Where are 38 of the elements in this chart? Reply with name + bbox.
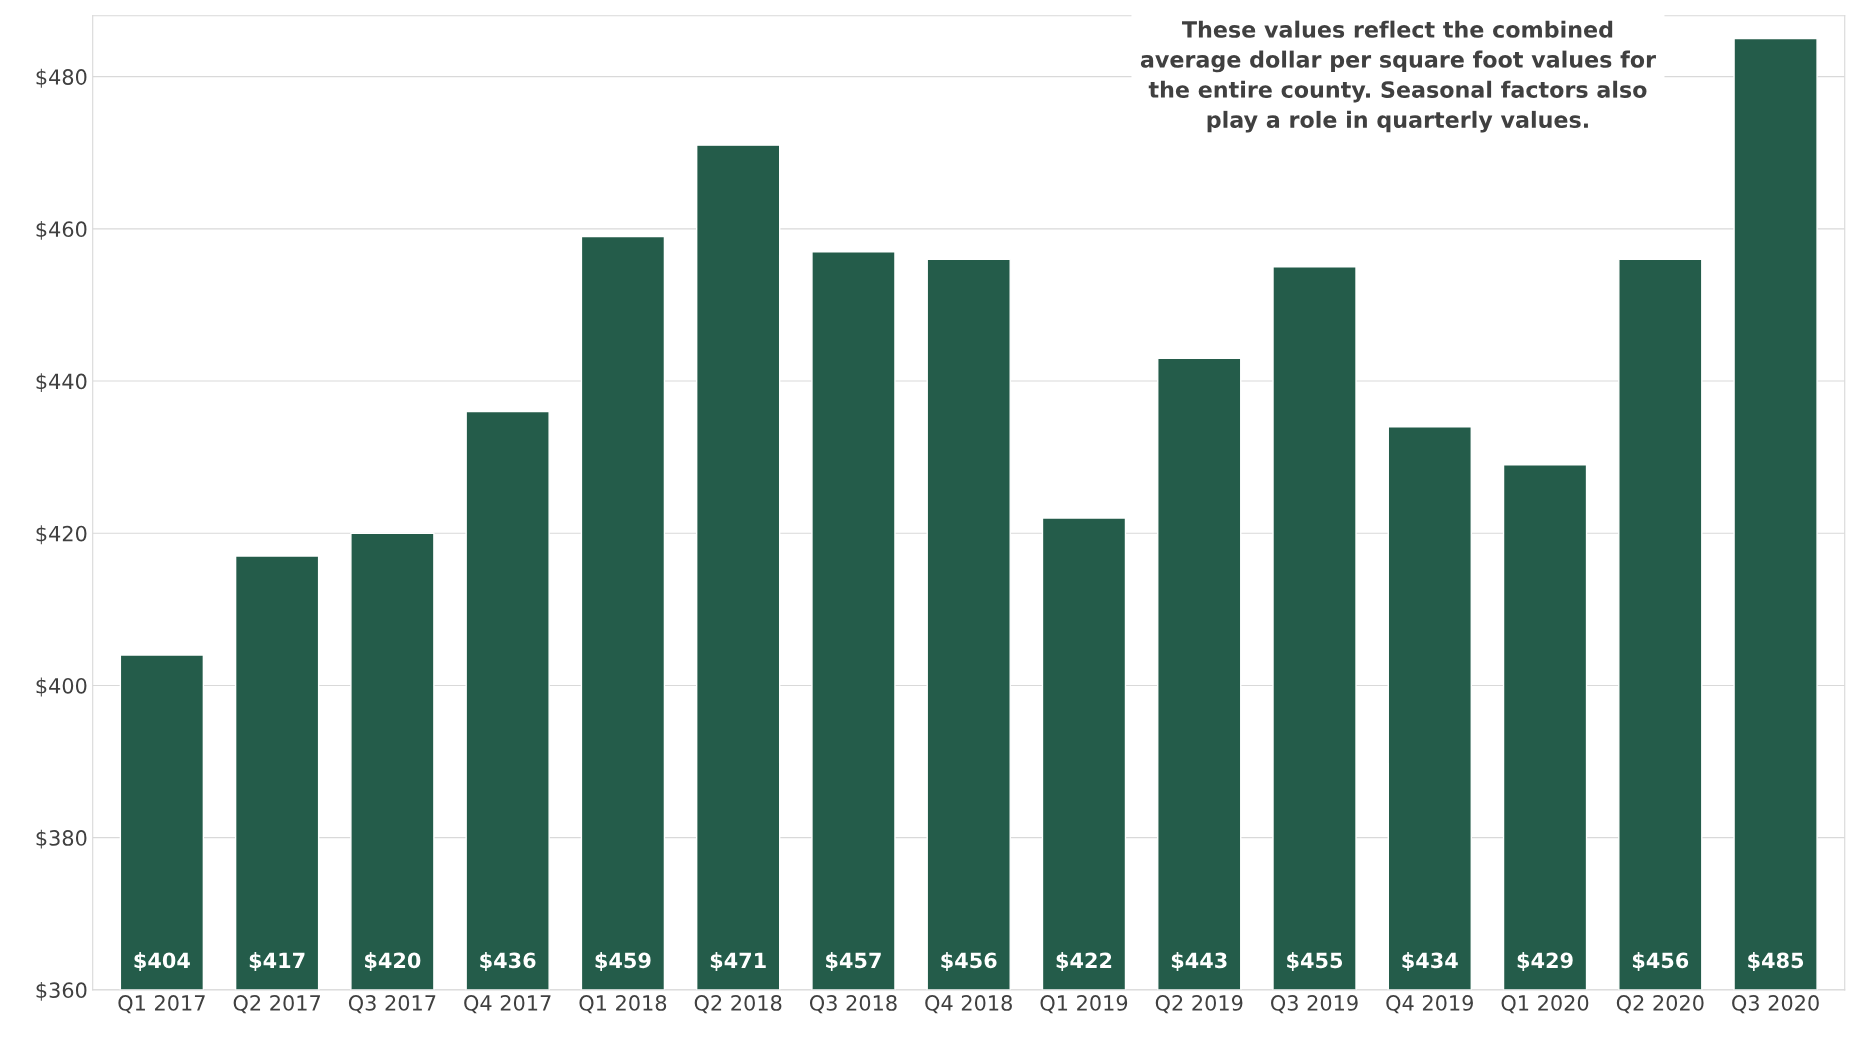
x-tick-label: Q3 2017	[348, 995, 436, 1014]
x-tick-label: Q4 2017	[464, 995, 551, 1014]
y-tick-label: $400	[36, 677, 87, 697]
x-tick-label: Q2 2018	[694, 995, 782, 1014]
x-tick-label: Q3 2019	[1271, 995, 1358, 1014]
x-tick-label: Q3 2020	[1732, 995, 1819, 1014]
data-label: $404	[134, 952, 190, 972]
data-label: $455	[1287, 952, 1343, 972]
data-label: $457	[826, 952, 881, 972]
data-label: $434	[1402, 952, 1458, 972]
x-tick-label: Q2 2020	[1616, 995, 1704, 1014]
x-tick-label: Q1 2017	[118, 995, 205, 1014]
y-tick-label: $480	[36, 68, 87, 88]
y-tick-label: $440	[36, 373, 87, 393]
x-tick-label: Q3 2018	[809, 995, 897, 1014]
y-tick-label: $360	[36, 981, 87, 1001]
x-tick-label: Q2 2019	[1155, 995, 1243, 1014]
data-label: $456	[1632, 952, 1689, 972]
data-label: $485	[1748, 952, 1804, 972]
data-label: $422	[1056, 952, 1112, 972]
data-label: $429	[1517, 952, 1573, 972]
data-label: $443	[1171, 952, 1227, 972]
data-label: $459	[595, 952, 651, 972]
data-label: $436	[480, 952, 536, 972]
data-label: $456	[941, 952, 997, 972]
y-tick-label: $420	[36, 525, 87, 545]
x-tick-label: Q4 2019	[1386, 995, 1473, 1014]
x-tick-label: Q4 2018	[925, 995, 1012, 1014]
x-tick-label: Q1 2020	[1501, 995, 1589, 1014]
data-label: $471	[710, 952, 766, 972]
annotation: These values reflect the combined average dollar per square foot values for the entire county. Seasonal factors also play a role in quarterly values.	[1140, 20, 1656, 133]
y-tick-label: $380	[36, 829, 87, 849]
data-label: $417	[249, 952, 305, 972]
x-tick-label: Q1 2019	[1040, 995, 1128, 1014]
y-tick-label: $460	[36, 220, 87, 240]
data-label: $420	[365, 952, 421, 972]
x-tick-label: Q2 2017	[233, 995, 320, 1014]
x-tick-label: Q1 2018	[579, 995, 667, 1014]
